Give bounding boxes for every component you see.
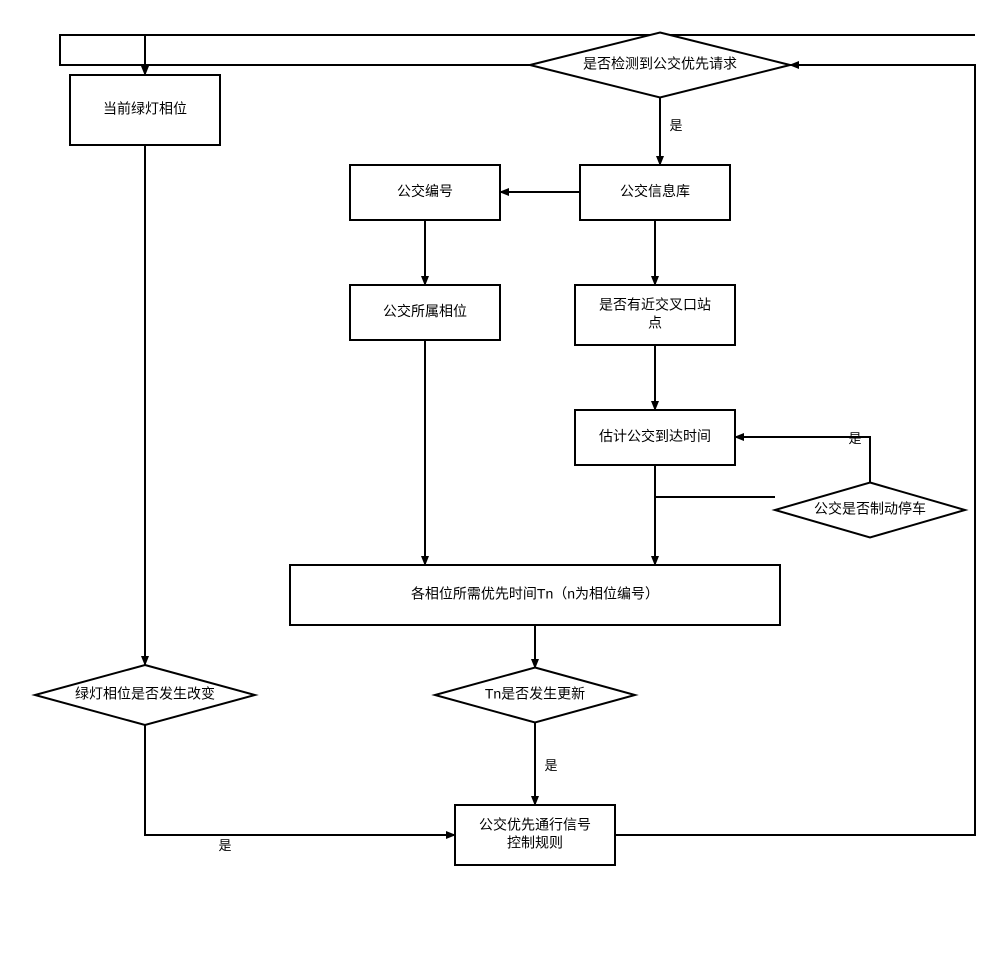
node-label-estArrival: 估计公交到达时间 [599, 428, 711, 444]
node-label-greenChange: 绿灯相位是否发生改变 [75, 686, 215, 702]
edge-e7 [655, 465, 775, 497]
node-label-busPhase: 公交所属相位 [383, 303, 467, 319]
node-label-detectReq: 是否检测到公交优先请求 [583, 56, 737, 72]
node-label-controlRule: 公交优先通行信号 [479, 817, 591, 833]
node-label-nearStop: 是否有近交叉口站 [599, 297, 711, 313]
node-label-currentGreen: 当前绿灯相位 [103, 101, 187, 117]
node-label-busId: 公交编号 [397, 183, 453, 199]
edge-e13 [145, 725, 455, 835]
edge-label-e13: 是 [218, 838, 231, 853]
edge-e15 [60, 35, 975, 65]
node-label-busInfo: 公交信息库 [620, 183, 690, 199]
edge-label-e8: 是 [848, 431, 861, 446]
node-label-controlRule: 控制规则 [507, 835, 563, 851]
node-label-busBrake: 公交是否制动停车 [814, 501, 926, 517]
node-label-nearStop: 点 [648, 315, 662, 331]
edge-label-e2: 是 [669, 118, 682, 133]
node-label-priorityTime: 各相位所需优先时间Tn（n为相位编号） [411, 586, 659, 602]
edge-label-e11: 是 [544, 758, 557, 773]
node-label-tnUpdate: Tn是否发生更新 [485, 686, 585, 702]
